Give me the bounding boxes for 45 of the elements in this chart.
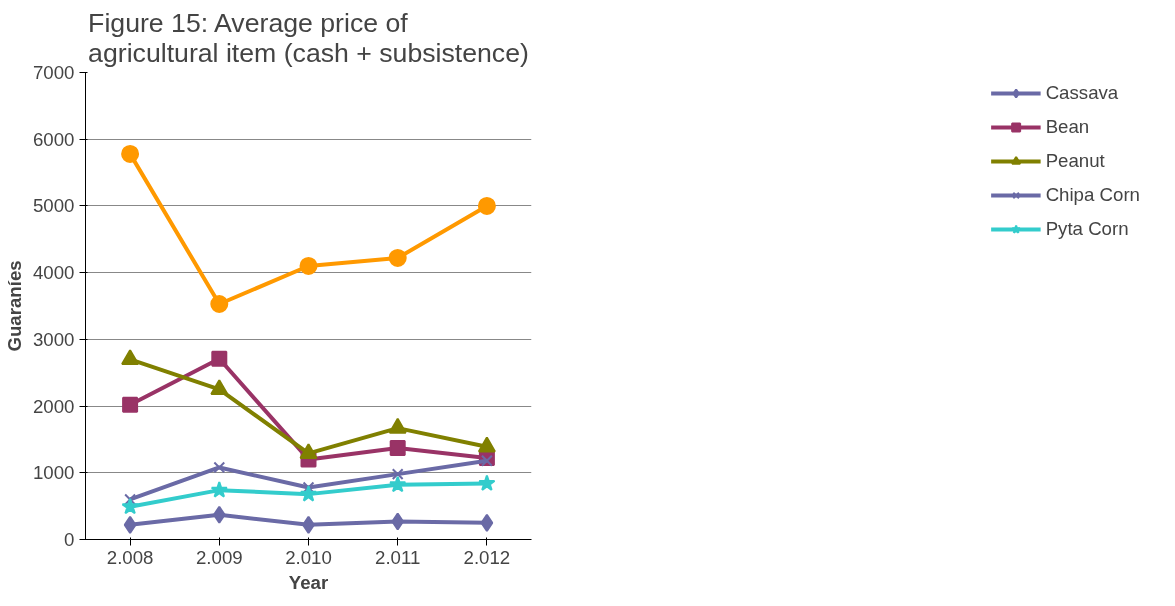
- point: [121, 144, 140, 163]
- point: [389, 440, 406, 457]
- point: [211, 350, 228, 367]
- point: [210, 481, 228, 498]
- point: [121, 349, 140, 365]
- x-tick-label: 2.008: [106, 546, 154, 568]
- point: [299, 485, 318, 502]
- y-tick-label: 6000: [33, 128, 75, 150]
- point: [480, 454, 493, 467]
- point: [121, 497, 139, 515]
- y-tick-label: 0: [64, 529, 75, 550]
- y-tick-label: 4000: [33, 262, 75, 284]
- point: [477, 436, 496, 453]
- point: [477, 196, 496, 215]
- point: [388, 248, 407, 267]
- point: [123, 515, 137, 534]
- y-tick-label: 3000: [33, 328, 75, 350]
- legend-label: Cassava: [1045, 82, 1119, 104]
- point: [212, 505, 226, 524]
- x-tick-label: 2.009: [195, 546, 243, 568]
- y-tick-label: 7000: [33, 62, 75, 83]
- chart-title: Figure 15: Average price of agricultural item (cash + subsistence): [88, 7, 529, 68]
- y-axis-title: Guaraníes: [4, 260, 25, 352]
- x-tick-label: 2.010: [285, 546, 332, 568]
- legend-label: Peanut: [1045, 150, 1105, 172]
- point: [480, 513, 494, 532]
- point: [213, 461, 226, 474]
- point: [389, 475, 407, 493]
- point: [478, 474, 496, 491]
- point: [210, 379, 229, 396]
- y-tick-label: 5000: [33, 195, 75, 217]
- y-tick-label: 1000: [33, 462, 75, 484]
- point: [391, 512, 405, 531]
- point: [299, 256, 318, 275]
- x-tick-label: 2.011: [375, 546, 421, 568]
- point: [210, 295, 229, 313]
- legend-label: Chipa Corn: [1045, 184, 1140, 206]
- y-tick-label: 2000: [33, 395, 75, 417]
- x-axis-title: Year: [288, 571, 329, 593]
- x-tick-label: 2.012: [463, 546, 511, 568]
- legend-label: Bean: [1045, 116, 1090, 138]
- point: [299, 443, 318, 460]
- point: [391, 468, 404, 481]
- legend-label: Pyta Corn: [1045, 218, 1129, 240]
- point: [122, 396, 139, 413]
